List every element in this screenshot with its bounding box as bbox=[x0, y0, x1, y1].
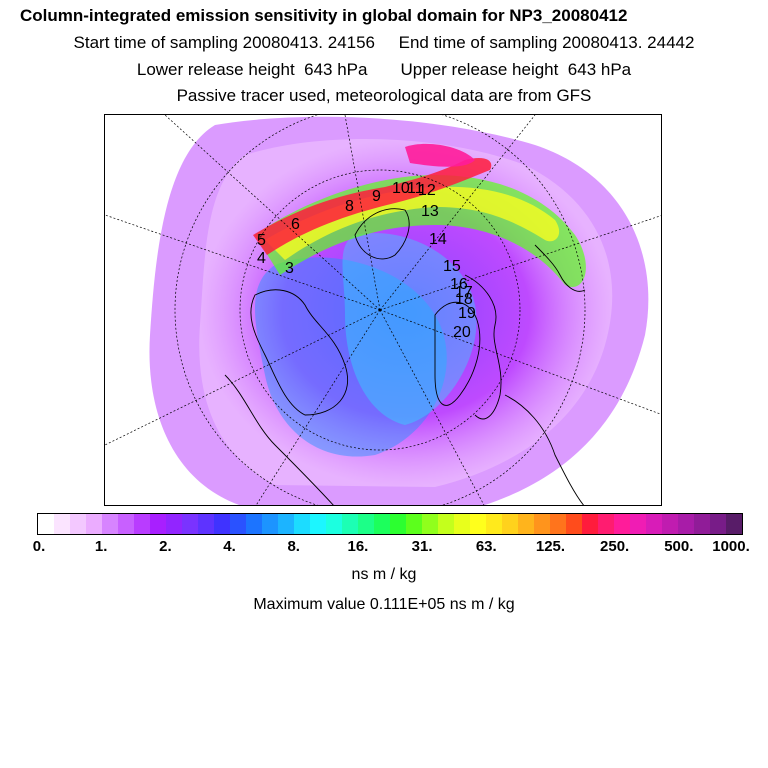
colorbar-tick-label: 500. bbox=[664, 538, 694, 555]
field-cyan-core bbox=[342, 233, 477, 425]
field-pink-peak bbox=[405, 143, 475, 167]
traj-label-13: 13 bbox=[421, 203, 439, 220]
colorbar-segment bbox=[70, 514, 86, 534]
colorbar-segment bbox=[182, 514, 198, 534]
colorbar-segment bbox=[102, 514, 118, 534]
colorbar-tick-label: 4. bbox=[223, 538, 236, 555]
colorbar-segment bbox=[310, 514, 326, 534]
colorbar-segment bbox=[134, 514, 150, 534]
colorbar-segment bbox=[502, 514, 518, 534]
colorbar-segment bbox=[710, 514, 726, 534]
colorbar-segment bbox=[54, 514, 70, 534]
colorbar-tick-label: 31. bbox=[411, 538, 433, 555]
colorbar-tick-label: 63. bbox=[475, 538, 497, 555]
colorbar-segment bbox=[86, 514, 102, 534]
colorbar-segment bbox=[230, 514, 246, 534]
colorbar-tick-label: 8. bbox=[287, 538, 300, 555]
traj-label-8: 8 bbox=[345, 198, 354, 215]
colorbar-segment bbox=[374, 514, 390, 534]
colorbar-segment bbox=[214, 514, 230, 534]
colorbar-units: ns m / kg bbox=[351, 566, 417, 583]
traj-label-6: 6 bbox=[291, 216, 300, 233]
traj-label-20: 20 bbox=[453, 324, 471, 341]
colorbar-segment bbox=[582, 514, 598, 534]
colorbar-tick-label: 2. bbox=[159, 538, 172, 555]
traj-label-9: 9 bbox=[372, 188, 381, 205]
graticule bbox=[105, 115, 661, 505]
colorbar-segment bbox=[726, 514, 742, 534]
field-red-band bbox=[253, 158, 492, 255]
colorbar-segment bbox=[454, 514, 470, 534]
traj-label-3: 3 bbox=[285, 260, 294, 277]
colorbar-tick-label: 1000. bbox=[712, 538, 750, 555]
sampling-time-line: Start time of sampling 20080413. 24156 E… bbox=[73, 33, 695, 52]
colorbar-tick-label: 1. bbox=[94, 538, 108, 555]
colorbar-segment bbox=[438, 514, 454, 534]
colorbar-segment bbox=[294, 514, 310, 534]
maximum-value-text: Maximum value 0.111E+05 ns m / kg bbox=[253, 596, 515, 613]
figure-title: Column-integrated emission sensitivity i… bbox=[20, 6, 628, 25]
colorbar-segment bbox=[166, 514, 182, 534]
colorbar-tick-label: 250. bbox=[600, 538, 630, 555]
colorbar-segment bbox=[150, 514, 166, 534]
colorbar-segment bbox=[598, 514, 614, 534]
colorbar-tick-label: 16. bbox=[347, 538, 369, 555]
map-svg: 3 4 5 6 8 9 10 11 12 13 14 15 16 17 18 1… bbox=[105, 115, 661, 505]
colorbar-segment bbox=[470, 514, 486, 534]
field-blue-core bbox=[255, 257, 447, 457]
traj-label-14: 14 bbox=[429, 231, 447, 248]
colorbar-segment bbox=[646, 514, 662, 534]
traj-label-15: 15 bbox=[443, 258, 461, 275]
colorbar-segment bbox=[38, 514, 54, 534]
colorbar-segment bbox=[358, 514, 374, 534]
colorbar-segment bbox=[406, 514, 422, 534]
traj-label-19: 19 bbox=[458, 305, 476, 322]
colorbar-segment bbox=[262, 514, 278, 534]
colorbar-segment bbox=[198, 514, 214, 534]
traj-label-10: 10 bbox=[392, 180, 410, 197]
colorbar-segment bbox=[246, 514, 262, 534]
colorbar bbox=[37, 513, 743, 535]
colorbar-segment bbox=[118, 514, 134, 534]
release-height-line: Lower release height 643 hPa Upper relea… bbox=[136, 60, 632, 79]
traj-label-11: 11 bbox=[407, 180, 424, 197]
sensitivity-map: 3 4 5 6 8 9 10 11 12 13 14 15 16 17 18 1… bbox=[104, 114, 662, 506]
tracer-info-line: Passive tracer used, meteorological data… bbox=[176, 86, 592, 105]
colorbar-segment bbox=[390, 514, 406, 534]
traj-label-12: 12 bbox=[418, 182, 436, 199]
colorbar-segment bbox=[630, 514, 646, 534]
colorbar-segment bbox=[422, 514, 438, 534]
colorbar-segment bbox=[694, 514, 710, 534]
colorbar-segment bbox=[486, 514, 502, 534]
colorbar-segment bbox=[278, 514, 294, 534]
traj-label-4: 4 bbox=[257, 250, 266, 267]
colorbar-segment bbox=[326, 514, 342, 534]
colorbar-segment bbox=[534, 514, 550, 534]
colorbar-segment bbox=[678, 514, 694, 534]
traj-label-18: 18 bbox=[455, 291, 473, 308]
colorbar-tick-label: 125. bbox=[535, 538, 566, 555]
field-yellow-band bbox=[265, 186, 560, 260]
colorbar-segment bbox=[550, 514, 566, 534]
traj-label-16: 16 bbox=[450, 276, 468, 293]
colorbar-segment bbox=[518, 514, 534, 534]
colorbar-tick-label: 0. bbox=[32, 538, 46, 555]
colorbar-segment bbox=[614, 514, 630, 534]
traj-label-5: 5 bbox=[257, 232, 266, 249]
colorbar-segment bbox=[342, 514, 358, 534]
coastlines bbox=[224, 208, 586, 505]
traj-label-17: 17 bbox=[455, 284, 473, 301]
colorbar-segment bbox=[566, 514, 582, 534]
colorbar-segment bbox=[662, 514, 678, 534]
